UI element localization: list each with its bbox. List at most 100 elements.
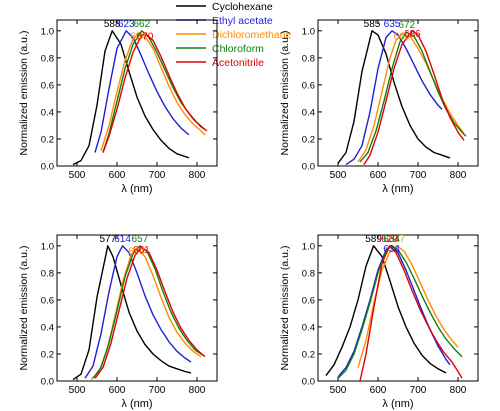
series-line-chloroform [359,31,467,163]
y-tick-label: 0.4 [302,322,315,333]
peak-label: 635 [384,19,401,30]
series-line-acetonitrile [363,30,465,165]
series-line-cyclohexane [72,30,190,166]
plot-frame [317,19,479,167]
series-line-cyclohexane [72,245,192,381]
y-tick-label: 1.0 [302,241,315,252]
legend-label: Dichloromethane [212,29,292,41]
y-axis-label: Normalized emission (a.u.) [18,246,30,371]
x-tick-label: 800 [450,385,467,396]
plot-frame [56,234,218,382]
x-tick-label: 500 [69,385,86,396]
peak-label: 660 [394,32,411,43]
series-line-dichloromethane [100,32,206,152]
x-axis-label: λ (nm) [121,398,152,410]
legend-label: Ethyl acetate [212,15,273,27]
y-tick-label: 0.6 [302,295,315,306]
x-tick-label: 500 [69,170,86,181]
y-tick-label: 0.8 [302,53,315,64]
x-tick-label: 600 [109,170,126,181]
series-line-dichloromethane [357,245,459,368]
x-tick-label: 800 [189,170,206,181]
y-tick-label: 0.8 [41,268,54,279]
y-tick-label: 0.0 [302,162,315,173]
y-tick-label: 0.4 [41,107,54,118]
y-tick-label: 0.2 [41,134,54,145]
x-tick-label: 600 [370,170,387,181]
chart-panel-4: 500 600 700 800 0.0 0.2 0.4 0.6 0.8 1.0 λ (nm) Norm… [279,234,479,410]
x-tick-label: 500 [330,385,347,396]
series-line-chloroform [337,245,463,379]
peak-label: 634 [383,234,400,245]
peak-label: 649 [128,247,145,258]
y-tick-label: 0.4 [302,107,315,118]
series-line-acetonitrile [94,246,206,379]
chart-panel-2: 500 600 700 800 0.0 0.2 0.4 0.6 0.8 1.0 λ (nm) Norm… [279,19,479,195]
y-tick-label: 0.2 [302,134,315,145]
peak-label: 686 [404,29,421,40]
y-axis-label: Normalized emission (a.u.) [279,246,291,371]
peak-label: 585 [364,19,381,30]
chart-panel-3: 500 600 700 800 0.0 0.2 0.4 0.6 0.8 1.0 λ (nm) Norm… [18,234,218,410]
x-tick-label: 700 [410,385,427,396]
series-line-dichloromethane [357,32,465,163]
peak-label: 662 [133,19,150,30]
plot-frame [56,19,218,167]
y-tick-label: 0.0 [41,377,54,388]
y-tick-label: 0.6 [41,295,54,306]
y-tick-label: 0.8 [302,268,315,279]
plot-frame [317,234,479,382]
series-line-dichloromethane [90,247,202,381]
peak-label: 629 [381,234,398,245]
y-tick-label: 1.0 [302,26,315,37]
x-tick-label: 800 [450,170,467,181]
legend-label: Chloroform [212,43,264,55]
y-tick-label: 1.0 [41,26,54,37]
x-axis-label: λ (nm) [382,183,413,195]
peak-label: 647 [388,234,405,245]
x-tick-label: 800 [189,385,206,396]
y-tick-label: 0.2 [302,349,315,360]
y-tick-label: 0.4 [41,322,54,333]
x-tick-label: 500 [330,170,347,181]
y-tick-label: 0.8 [41,53,54,64]
series-line-cyclohexane [325,245,447,377]
x-tick-label: 600 [109,385,126,396]
y-tick-label: 0.0 [302,377,315,388]
series-line-ethyl-acetate [345,30,443,166]
y-axis-label: Normalized emission (a.u.) [18,31,30,156]
x-tick-label: 700 [149,170,166,181]
series-line-ethyl-acetate [84,245,192,379]
x-tick-label: 600 [370,385,387,396]
chart-panel-1: 500 600 700 800 0.0 0.2 0.4 0.6 0.8 1.0 λ (nm) Norm… [18,19,218,195]
series-line-cyclohexane [337,30,451,164]
x-tick-label: 700 [410,170,427,181]
peak-label: 588 [104,19,121,30]
y-tick-label: 0.6 [41,80,54,91]
peak-label: 657 [131,234,148,245]
x-tick-label: 700 [149,385,166,396]
series-line-ethyl-acetate [94,30,190,153]
legend: Cyclohexane Ethyl acetate Dichloromethane C… [176,1,292,69]
peak-label: 672 [398,20,415,31]
y-tick-label: 0.0 [41,162,54,173]
peak-label: 661 [133,245,150,256]
series-line-acetonitrile [359,245,463,382]
x-axis-label: λ (nm) [382,398,413,410]
peak-label: 670 [137,32,154,43]
x-axis-label: λ (nm) [121,183,152,195]
y-tick-label: 0.2 [41,349,54,360]
y-tick-label: 1.0 [41,241,54,252]
y-tick-label: 0.6 [302,80,315,91]
peak-label: 654 [130,32,147,43]
peak-label: 614 [114,234,131,245]
peak-label: 634 [383,244,400,255]
peak-label: 623 [118,19,135,30]
legend-label: Acetonitrile [212,57,264,69]
y-axis-label: Normalized emission (a.u.) [279,31,291,156]
series-line-acetonitrile [102,32,208,153]
peak-label: 589 [365,234,382,245]
peak-label: 577 [99,234,116,245]
legend-label: Cyclohexane [212,1,273,13]
